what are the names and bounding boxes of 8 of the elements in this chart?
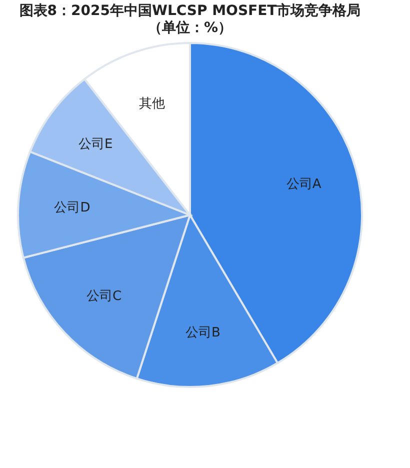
slice-label: 公司B xyxy=(185,325,220,340)
chart-title: 图表8：2025年中国WLCSP MOSFET市场竞争格局 xyxy=(19,2,361,19)
slice-label: 公司A xyxy=(286,176,322,192)
slice-label: 公司E xyxy=(78,137,113,152)
slice-label: 公司D xyxy=(54,200,90,216)
slice-label: 公司C xyxy=(86,288,122,304)
chart-subtitle: （单位：%） xyxy=(148,20,232,36)
slice-label: 其他 xyxy=(138,96,165,112)
